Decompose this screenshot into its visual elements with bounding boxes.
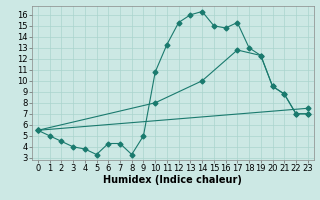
X-axis label: Humidex (Indice chaleur): Humidex (Indice chaleur) xyxy=(103,175,242,185)
